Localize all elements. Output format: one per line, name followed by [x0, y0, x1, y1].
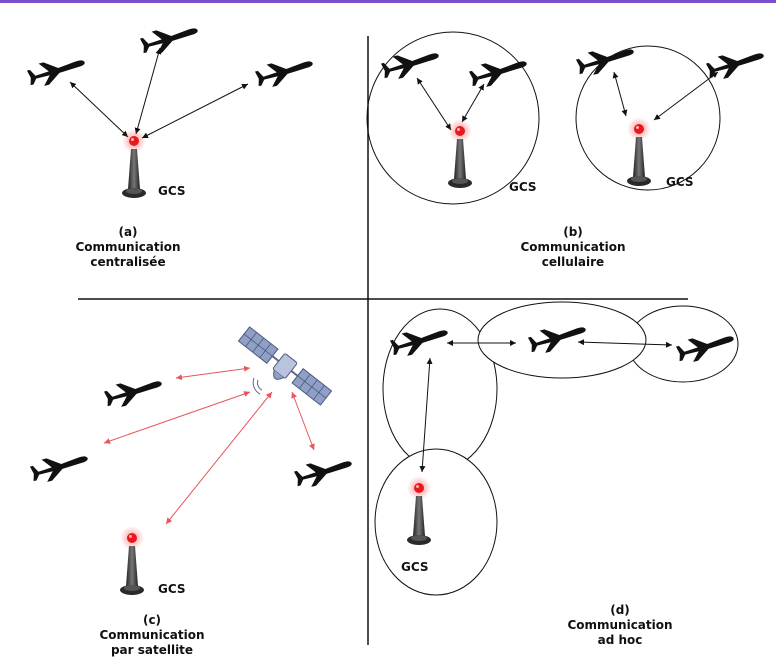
- ground-station-icon: [120, 526, 144, 595]
- link-d2: [577, 339, 673, 348]
- link-b2: [461, 83, 485, 123]
- aircraft-icon: [28, 448, 91, 486]
- aircraft-icon: [467, 53, 530, 91]
- aircraft-icon: [102, 373, 165, 411]
- link-c1: [175, 365, 251, 381]
- link-a1: [69, 81, 129, 138]
- cell-boundary: [366, 31, 540, 205]
- panel-c-title-line2: par satellite: [111, 643, 193, 657]
- ground-station-icon: [448, 119, 472, 188]
- panel-d-title-line2: ad hoc: [598, 633, 643, 647]
- link-b3: [612, 71, 628, 117]
- aircraft-icon: [292, 453, 355, 491]
- panel-b-title-line1: Communication: [520, 240, 625, 254]
- aircraft-icon: [138, 20, 201, 58]
- link-b4: [653, 71, 719, 121]
- aircraft-icon: [704, 45, 767, 83]
- panel-centralized: GCS (a) Communication centralisée: [25, 20, 316, 269]
- link-b1: [416, 77, 452, 131]
- signal-wave-icon: [257, 379, 263, 391]
- panel-b-letter: (b): [563, 225, 583, 239]
- panel-d-title-line1: Communication: [567, 618, 672, 632]
- aircraft-icon: [253, 53, 316, 91]
- link-d3: [419, 357, 433, 473]
- satellite-icon: [237, 326, 333, 406]
- aircraft-icon: [379, 45, 442, 83]
- aircraft-icon: [25, 52, 88, 90]
- panel-satellite: GCS (c) Communication par satellite: [28, 326, 355, 657]
- gcs-label: GCS: [158, 184, 186, 198]
- panel-a-letter: (a): [118, 225, 137, 239]
- panel-ad-hoc: GCS (d) Communication ad hoc: [374, 301, 739, 647]
- ad-hoc-cluster: [477, 301, 647, 379]
- panel-a-title-line1: Communication: [75, 240, 180, 254]
- panel-c-letter: (c): [143, 613, 161, 627]
- gcs-label: GCS: [158, 582, 186, 596]
- gcs-label: GCS: [401, 560, 429, 574]
- link-a3: [141, 83, 249, 139]
- link-a2: [134, 47, 162, 135]
- link-c3: [291, 391, 315, 451]
- ground-station-icon: [122, 129, 146, 198]
- aircraft-icon: [574, 41, 637, 79]
- gcs-label: GCS: [509, 180, 537, 194]
- link-c4: [165, 391, 273, 525]
- panel-b-title-line2: cellulaire: [542, 255, 604, 269]
- cell-boundary: [575, 45, 721, 191]
- ground-station-icon: [627, 117, 651, 186]
- gcs-label: GCS: [666, 175, 694, 189]
- signal-wave-icon: [252, 377, 261, 395]
- panel-a-title-line2: centralisée: [90, 255, 165, 269]
- top-accent-bar: [0, 0, 776, 3]
- ad-hoc-cluster: [374, 448, 498, 596]
- panel-cellular: GCS GCS (b) Communication cellulaire: [366, 31, 767, 269]
- panel-d-letter: (d): [610, 603, 630, 617]
- panel-c-title-line1: Communication: [99, 628, 204, 642]
